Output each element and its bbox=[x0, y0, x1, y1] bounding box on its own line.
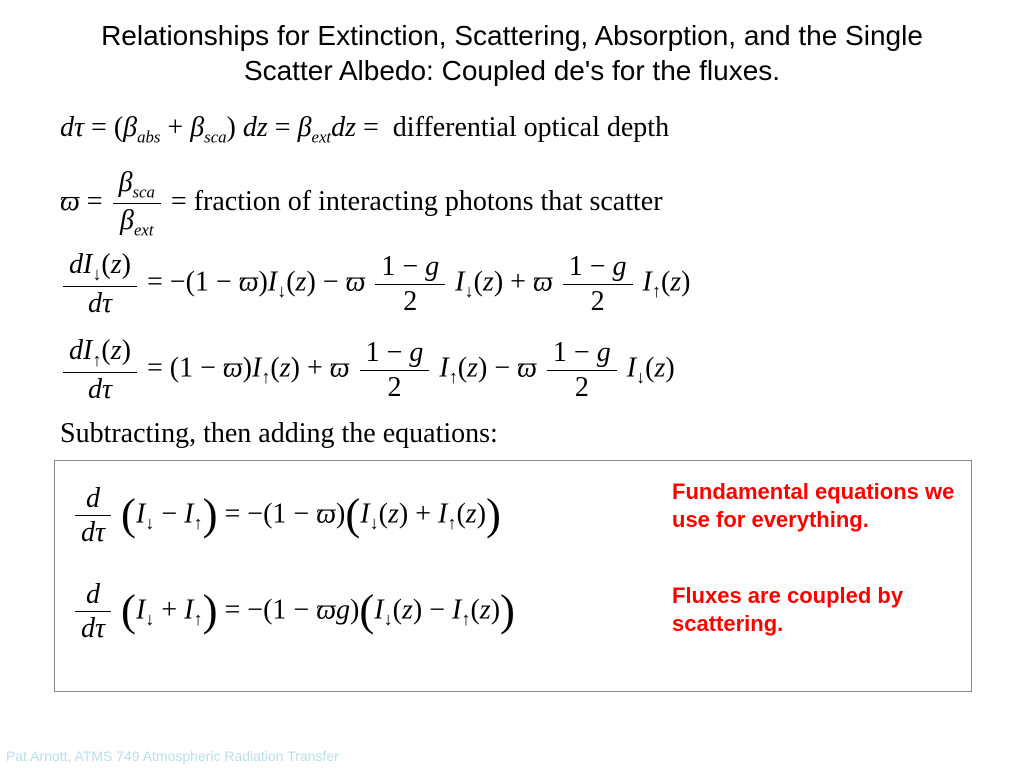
equation-omega: ϖ = βsca βext = fraction of interacting … bbox=[60, 168, 663, 239]
equation-diff: d dτ (I − I) = −(1 − ϖ)(I(z) + I(z)) bbox=[72, 484, 501, 548]
footer-credit: Pat Arnott, ATMS 749 Atmospheric Radiati… bbox=[6, 748, 339, 764]
subtracting-text: Subtracting, then adding the equations: bbox=[60, 418, 498, 450]
note-coupled: Fluxes are coupled by scattering. bbox=[672, 582, 962, 637]
equation-dIup: dI(z) dτ = (1 − ϖ)I(z) + ϖ 1 − g 2 I(z) … bbox=[60, 336, 675, 404]
slide-title: Relationships for Extinction, Scattering… bbox=[60, 18, 964, 88]
eq2-label: fraction of interacting photons that sca… bbox=[194, 186, 663, 217]
note-fundamental: Fundamental equations we use for everyth… bbox=[672, 478, 962, 533]
equation-dtau: dτ = (βabs + βsca) dz = βextdz = differe… bbox=[60, 112, 669, 148]
eq1-label: differential optical depth bbox=[393, 112, 669, 143]
equation-dIdown: dI(z) dτ = −(1 − ϖ)I(z) − ϖ 1 − g 2 I(z)… bbox=[60, 250, 691, 318]
equation-sum: d dτ (I + I) = −(1 − ϖg)(I(z) − I(z)) bbox=[72, 580, 515, 644]
